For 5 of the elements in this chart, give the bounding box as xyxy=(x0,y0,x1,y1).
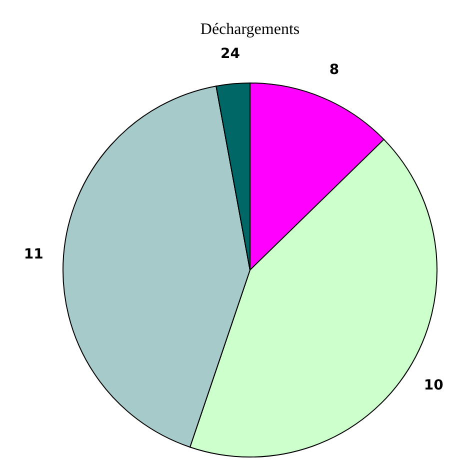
slice-label: 8 xyxy=(329,62,340,78)
slice-label: 11 xyxy=(24,246,44,262)
slice-label: 24 xyxy=(220,46,240,62)
slice-label: 10 xyxy=(424,378,444,394)
chart-title: Déchargements xyxy=(200,20,300,38)
